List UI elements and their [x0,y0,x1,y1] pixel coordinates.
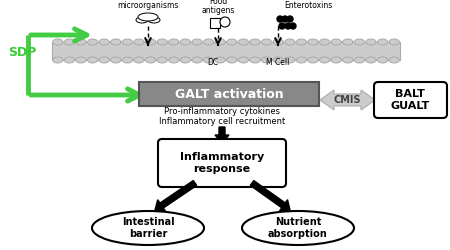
Ellipse shape [296,57,306,63]
Ellipse shape [250,39,260,45]
Circle shape [277,16,283,22]
Ellipse shape [273,57,284,63]
Ellipse shape [92,211,204,245]
Ellipse shape [122,57,132,63]
FancyBboxPatch shape [210,18,220,28]
Ellipse shape [215,57,225,63]
Ellipse shape [180,57,190,63]
Ellipse shape [134,39,144,45]
Text: DC: DC [207,58,219,67]
Ellipse shape [261,39,272,45]
FancyBboxPatch shape [139,82,319,106]
Ellipse shape [215,39,225,45]
Ellipse shape [331,57,341,63]
Ellipse shape [320,39,330,45]
Text: Inflammatory cell recruitment: Inflammatory cell recruitment [159,118,285,126]
Text: GALT activation: GALT activation [175,88,284,101]
Ellipse shape [76,57,86,63]
Ellipse shape [261,57,272,63]
Text: Food
antigens: Food antigens [201,0,235,15]
Ellipse shape [227,39,237,45]
Ellipse shape [145,57,156,63]
Circle shape [287,16,293,22]
Ellipse shape [53,39,63,45]
Text: Inflammatory
response: Inflammatory response [180,152,264,174]
Ellipse shape [285,39,295,45]
Ellipse shape [238,57,248,63]
Ellipse shape [99,39,109,45]
Text: microorganisms: microorganisms [117,2,179,11]
Ellipse shape [203,57,214,63]
Ellipse shape [157,57,167,63]
Ellipse shape [331,39,341,45]
Ellipse shape [111,39,121,45]
Text: M Cell: M Cell [266,58,290,67]
Circle shape [282,16,288,22]
Ellipse shape [192,57,202,63]
Text: Enterotoxins: Enterotoxins [284,2,332,11]
Ellipse shape [122,39,132,45]
Ellipse shape [99,57,109,63]
FancyBboxPatch shape [374,82,447,118]
Ellipse shape [157,39,167,45]
Circle shape [285,23,291,29]
Polygon shape [250,180,290,211]
Polygon shape [155,180,197,211]
Ellipse shape [53,57,63,63]
Ellipse shape [366,39,376,45]
Ellipse shape [320,57,330,63]
Ellipse shape [148,17,160,23]
Ellipse shape [169,39,179,45]
Ellipse shape [169,57,179,63]
Ellipse shape [87,39,98,45]
Ellipse shape [180,39,190,45]
Ellipse shape [250,57,260,63]
Ellipse shape [111,57,121,63]
Ellipse shape [136,17,148,23]
Ellipse shape [308,39,318,45]
Ellipse shape [389,57,399,63]
Ellipse shape [64,39,75,45]
Bar [52,42,400,60]
Ellipse shape [343,57,353,63]
Circle shape [290,23,296,29]
Ellipse shape [145,39,156,45]
Text: BALT
GUALT: BALT GUALT [391,89,430,111]
Ellipse shape [273,39,284,45]
Ellipse shape [343,39,353,45]
Text: Pro-inflammatory cytokines: Pro-inflammatory cytokines [164,108,280,116]
Ellipse shape [134,57,144,63]
Text: CMIS: CMIS [334,95,361,105]
Circle shape [220,17,230,27]
Text: Intestinal
barrier: Intestinal barrier [122,217,174,239]
Ellipse shape [296,39,306,45]
Ellipse shape [138,13,158,21]
Ellipse shape [192,39,202,45]
Ellipse shape [87,57,98,63]
Polygon shape [320,90,375,110]
Ellipse shape [366,57,376,63]
Ellipse shape [354,57,365,63]
Ellipse shape [227,57,237,63]
Ellipse shape [64,57,75,63]
Ellipse shape [76,39,86,45]
Ellipse shape [308,57,318,63]
Polygon shape [215,127,229,143]
Ellipse shape [285,57,295,63]
Ellipse shape [203,39,214,45]
Ellipse shape [242,211,354,245]
Ellipse shape [354,39,365,45]
Text: Nutrient
absorption: Nutrient absorption [268,217,328,239]
Ellipse shape [378,57,388,63]
Ellipse shape [389,39,399,45]
Text: SDP: SDP [8,46,36,59]
Ellipse shape [238,39,248,45]
Ellipse shape [378,39,388,45]
Circle shape [279,23,285,29]
FancyBboxPatch shape [158,139,286,187]
